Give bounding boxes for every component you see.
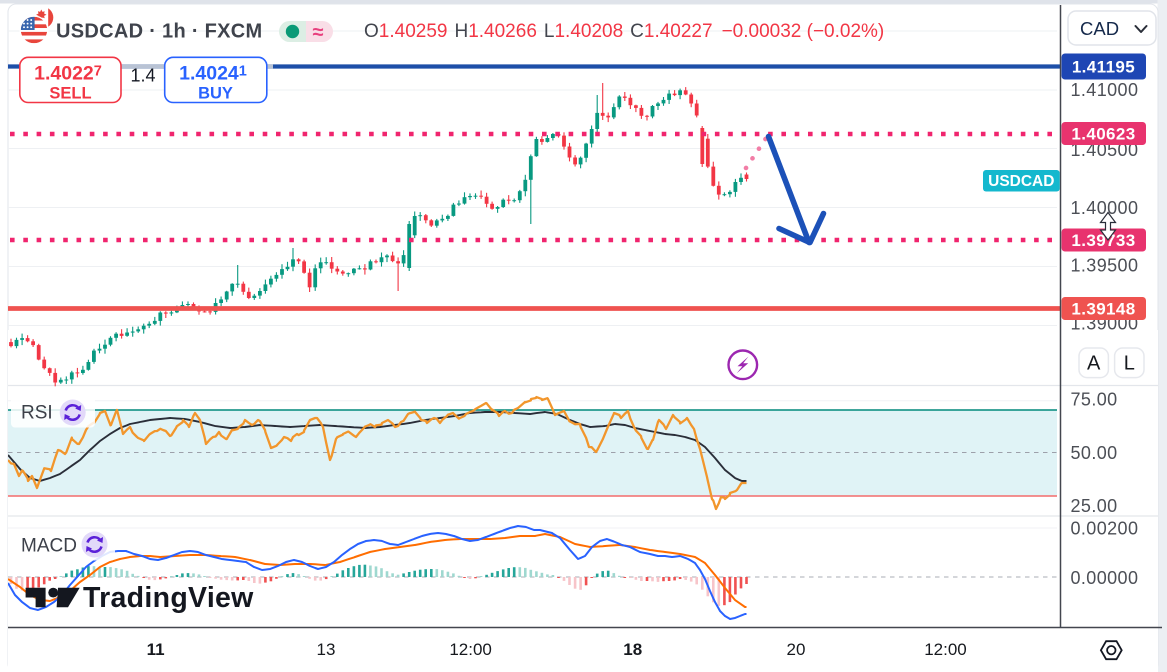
svg-text:1.39500: 1.39500: [1071, 256, 1139, 276]
svg-text:USDCAD · 1h · FXCM: USDCAD · 1h · FXCM: [56, 21, 263, 43]
svg-text:11: 11: [147, 640, 165, 659]
svg-text:≈: ≈: [313, 22, 324, 44]
svg-text:1.40623: 1.40623: [1071, 125, 1135, 144]
svg-text:1.40000: 1.40000: [1071, 198, 1139, 218]
svg-text:MACD: MACD: [21, 536, 77, 557]
svg-text:25.00: 25.00: [1071, 496, 1118, 516]
svg-text:50.00: 50.00: [1071, 443, 1118, 463]
svg-text:1.40500: 1.40500: [1071, 140, 1139, 160]
svg-text:RSI: RSI: [21, 403, 53, 424]
svg-text:12:00: 12:00: [924, 640, 967, 659]
svg-text:0.00200: 0.00200: [1071, 519, 1139, 539]
svg-text:0.00000: 0.00000: [1071, 568, 1139, 588]
svg-text:L: L: [1124, 353, 1135, 375]
svg-text:12:00: 12:00: [449, 640, 492, 659]
svg-text:TradingView: TradingView: [83, 582, 254, 614]
svg-text:18: 18: [623, 640, 642, 659]
svg-text:1.40241: 1.40241: [179, 63, 247, 85]
svg-text:1.41000: 1.41000: [1071, 80, 1139, 100]
svg-text:1.41195: 1.41195: [1072, 58, 1135, 77]
svg-text:A: A: [1087, 353, 1101, 375]
svg-text:CAD: CAD: [1080, 18, 1119, 39]
svg-text:1.39148: 1.39148: [1071, 300, 1135, 319]
svg-text:BUY: BUY: [198, 85, 233, 103]
svg-text:USDCAD: USDCAD: [988, 173, 1054, 190]
svg-text:1.40227: 1.40227: [34, 63, 102, 85]
svg-text:13: 13: [317, 640, 336, 659]
svg-text:20: 20: [787, 640, 806, 659]
svg-text:1.4: 1.4: [130, 66, 155, 86]
svg-text:1.39733: 1.39733: [1071, 231, 1135, 250]
svg-text:SELL: SELL: [49, 85, 91, 103]
svg-text:75.00: 75.00: [1071, 390, 1118, 410]
